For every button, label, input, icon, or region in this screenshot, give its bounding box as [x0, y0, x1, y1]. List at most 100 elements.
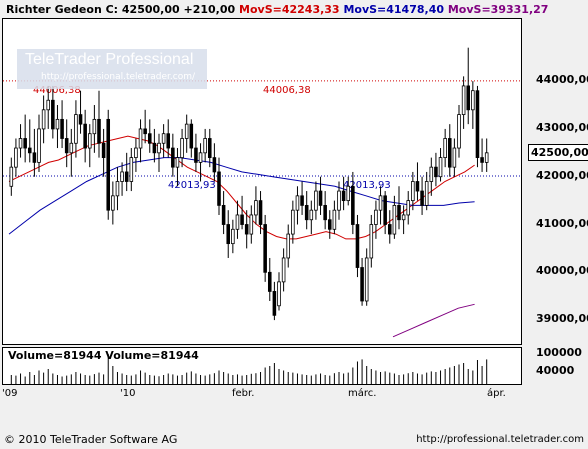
price-chart-panel[interactable]: 44006,38 44006,38 42013,93 42013,93 TeleTra… — [2, 18, 522, 345]
candle — [14, 138, 18, 177]
annotation-label-0-1: 44006,38 — [263, 85, 311, 96]
footer-url[interactable]: http://professional.teletrader.com — [416, 434, 584, 445]
candle — [420, 176, 424, 215]
mov3-legend: MovS=39331,27 — [447, 3, 549, 16]
x-tick-label: ápr. — [487, 388, 506, 399]
candle — [337, 181, 341, 220]
candle — [27, 119, 32, 163]
x-tick-label: febr. — [232, 388, 255, 399]
moving-average-line-3 — [392, 303, 475, 338]
candle — [171, 133, 175, 177]
candle — [115, 167, 120, 211]
candle — [60, 100, 64, 149]
candle — [360, 257, 364, 306]
candle — [291, 200, 295, 244]
candle — [87, 124, 92, 168]
candle — [69, 128, 74, 177]
candle — [295, 186, 300, 225]
chart-header: Richter Gedeon C: 42500,00 +210,00 MovS=… — [6, 3, 548, 16]
candle — [332, 200, 337, 235]
candle — [424, 171, 429, 211]
volume-tick-label: 40000 — [536, 364, 575, 377]
candle — [323, 191, 327, 230]
candle — [198, 143, 203, 182]
candle — [9, 157, 14, 196]
price-tick-label: 43000,00 — [536, 120, 588, 134]
candle — [147, 119, 152, 153]
candle — [401, 205, 406, 235]
x-tick-label: '10 — [120, 388, 136, 399]
candle — [124, 152, 129, 192]
volume-chart-panel[interactable] — [2, 347, 522, 385]
candle — [383, 191, 387, 235]
candle — [143, 109, 147, 144]
candle — [129, 148, 134, 192]
candle — [314, 181, 318, 220]
candle — [327, 210, 332, 239]
candle — [304, 191, 309, 230]
candle — [203, 128, 207, 163]
watermark: TeleTrader Professional http://professio… — [17, 49, 207, 89]
candle — [267, 257, 272, 301]
candle — [355, 214, 360, 278]
candle — [55, 105, 60, 149]
candle — [92, 105, 97, 153]
candle — [134, 138, 138, 172]
candle — [51, 85, 55, 139]
candle — [231, 219, 235, 254]
x-tick-label: márc. — [348, 388, 377, 399]
candle — [254, 186, 258, 225]
candle — [207, 128, 212, 168]
candle — [466, 47, 471, 125]
watermark-url: http://professional.teletrader.com/ — [41, 72, 196, 82]
candle — [406, 191, 411, 225]
candle — [277, 272, 281, 311]
candle — [194, 133, 198, 172]
candle — [240, 195, 244, 230]
candle — [212, 143, 217, 182]
candle — [461, 76, 466, 129]
volume-axis: 40000 100000 — [522, 346, 588, 385]
candle — [97, 90, 101, 158]
candle — [309, 200, 314, 235]
candle — [235, 200, 240, 239]
candle — [443, 128, 447, 168]
candle — [244, 210, 249, 249]
volume-legend: Volume=81944 Volume=81944 — [8, 349, 199, 362]
moving-average-line-2 — [8, 157, 475, 235]
candle — [78, 90, 83, 134]
candle — [175, 148, 180, 187]
candle — [189, 119, 194, 158]
candle — [64, 119, 69, 168]
candle — [166, 119, 171, 158]
candle — [226, 210, 231, 258]
candle — [438, 148, 443, 182]
candle — [429, 157, 434, 196]
candle — [120, 162, 124, 196]
annotation-label-1-1: 42013,93 — [343, 180, 391, 191]
mov1-legend: MovS=42243,33 — [239, 3, 340, 16]
candle — [452, 138, 457, 177]
candle — [378, 186, 383, 225]
price-tick-label: 39000,00 — [536, 312, 588, 326]
candle — [258, 191, 263, 235]
price-tick-label: 42000,00 — [536, 168, 588, 182]
candle — [41, 95, 46, 144]
instrument-quote: Richter Gedeon C: 42500,00 +210,00 — [6, 3, 236, 16]
copyright-text: © 2010 TeleTrader Software AG — [4, 433, 178, 446]
candle — [369, 214, 374, 268]
price-chart-svg: 44006,38 44006,38 42013,93 42013,93 — [3, 47, 521, 338]
candle — [286, 224, 291, 268]
candle — [32, 128, 37, 177]
price-tick-label: 40000,00 — [536, 264, 588, 278]
candle — [111, 181, 115, 225]
candle — [161, 124, 166, 158]
volume-tick-label: 100000 — [536, 346, 582, 359]
candle — [346, 176, 351, 206]
candle — [318, 176, 323, 215]
candle — [475, 85, 480, 168]
candle — [138, 119, 143, 163]
candle — [480, 138, 484, 172]
candle — [23, 114, 27, 163]
candle — [447, 124, 452, 177]
